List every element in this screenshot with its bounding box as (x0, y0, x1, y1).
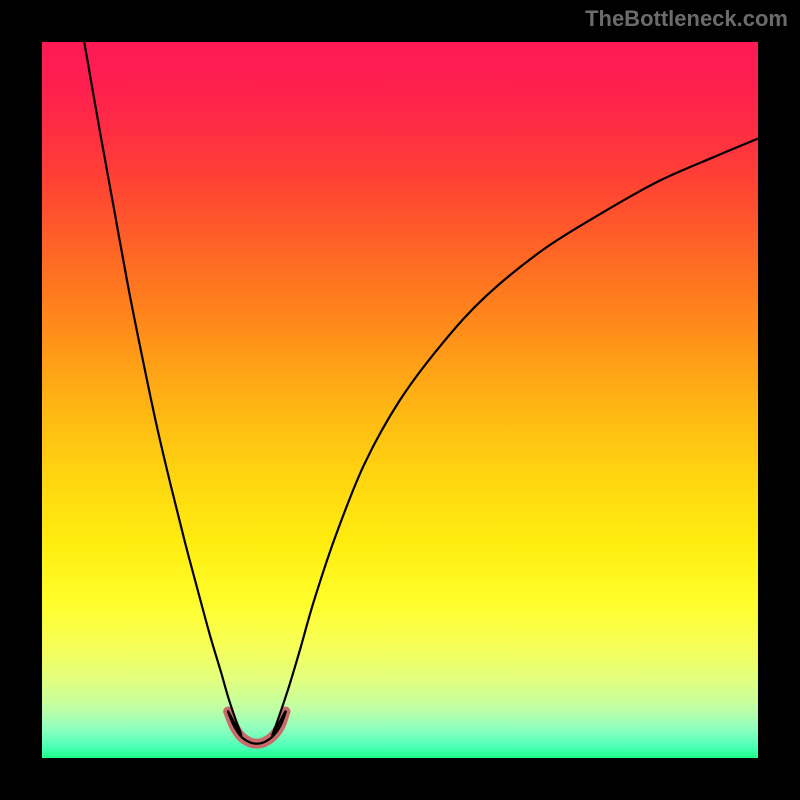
chart-container: TheBottleneck.com (0, 0, 800, 800)
gradient-plot-area (42, 42, 758, 758)
watermark-text: TheBottleneck.com (585, 6, 788, 32)
